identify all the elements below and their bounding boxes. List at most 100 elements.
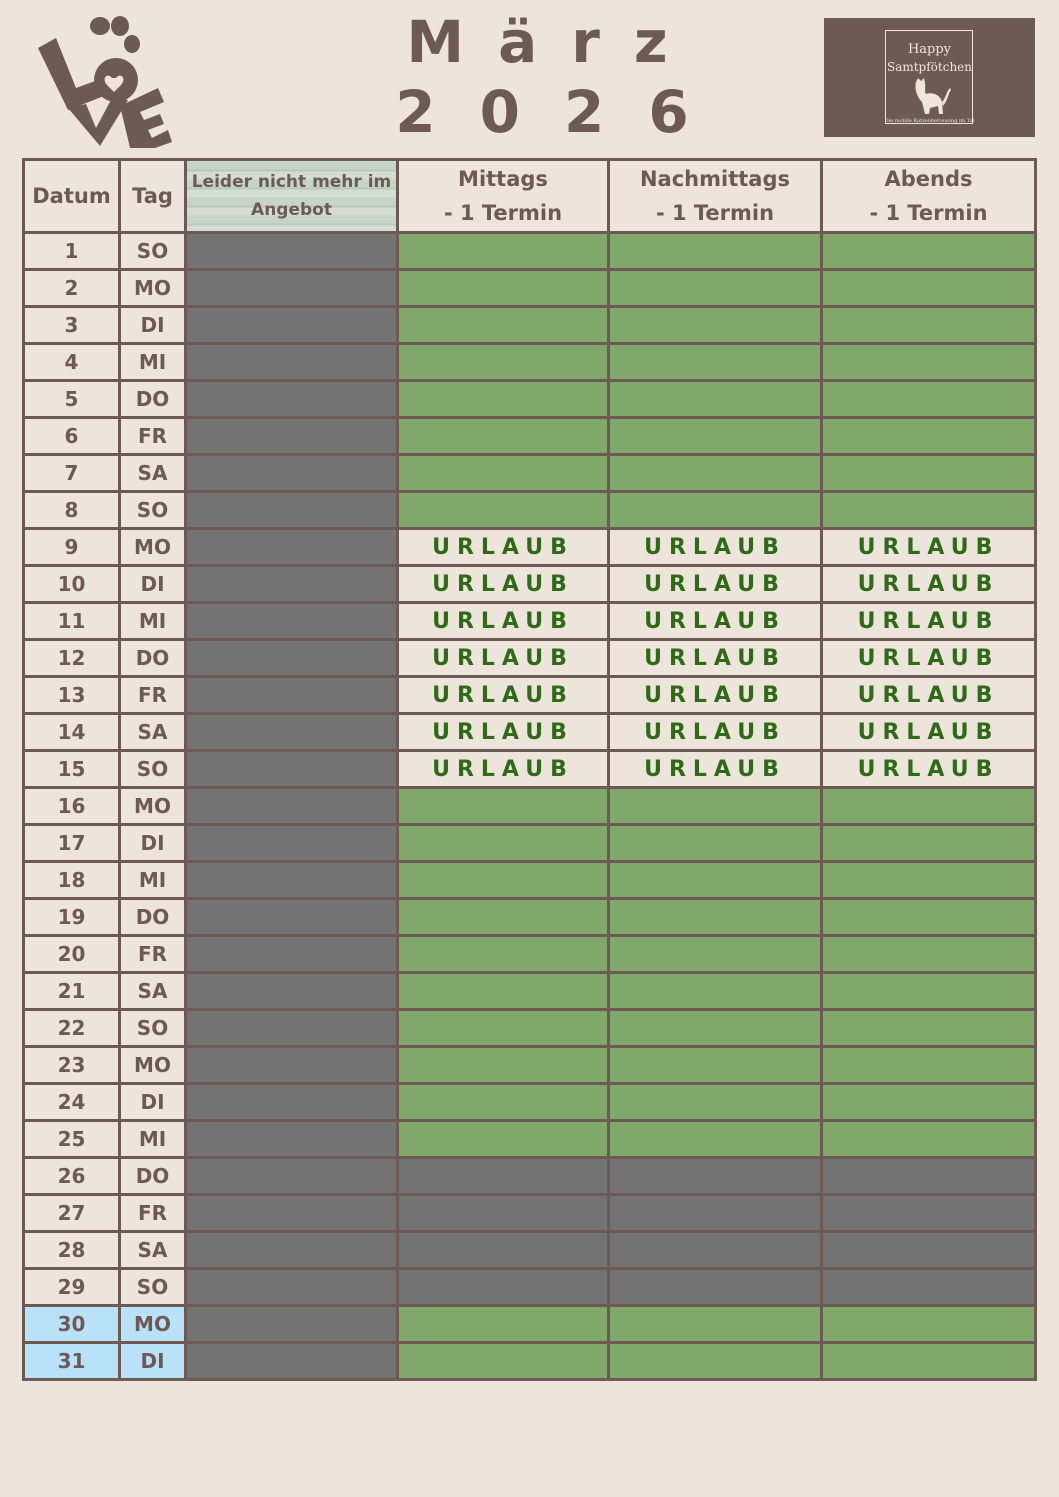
discontinued-cell [184,268,399,308]
day-cell: DO [118,638,187,678]
midday-slot-available [396,231,610,271]
afternoon-slot-available [607,971,823,1011]
table-row: 28 SA [22,1230,1037,1270]
midday-slot-available [396,1341,610,1381]
date-cell: 15 [22,749,121,789]
midday-slot-available [396,1304,610,1344]
midday-slot-available [396,860,610,900]
discontinued-cell [184,1193,399,1233]
date-cell: 20 [22,934,121,974]
day-cell: SO [118,490,187,530]
midday-slot-vacation: URLAUB [396,601,610,641]
midday-slot-available [396,305,610,345]
day-cell: DO [118,379,187,419]
date-cell: 19 [22,897,121,937]
table-row: 7 SA [22,453,1037,493]
evening-slot-vacation: URLAUB [820,749,1037,789]
table-row: 29 SO [22,1267,1037,1307]
day-cell: MO [118,268,187,308]
evening-slot-available [820,1304,1037,1344]
afternoon-slot-available [607,416,823,456]
discontinued-cell [184,379,399,419]
header-midday: Mittags - 1 Termin [396,158,610,234]
day-cell: MO [118,1045,187,1085]
header-row: Datum Tag Leider nicht mehr im Angebot M… [22,158,1037,234]
midday-slot-unavailable [396,1267,610,1307]
evening-slot-available [820,342,1037,382]
midday-slot-available [396,490,610,530]
afternoon-slot-unavailable [607,1230,823,1270]
table-row: 8 SO [22,490,1037,530]
table-row: 24 DI [22,1082,1037,1122]
afternoon-slot-vacation: URLAUB [607,749,823,789]
table-row: 30 MO [22,1304,1037,1344]
table-row: 27 FR [22,1193,1037,1233]
table-row: 25 MI [22,1119,1037,1159]
discontinued-cell [184,638,399,678]
discontinued-cell [184,1341,399,1381]
table-row: 9 MO URLAUB URLAUB URLAUB [22,527,1037,567]
header-evening-sub: - 1 Termin [869,201,988,225]
afternoon-slot-available [607,1341,823,1381]
discontinued-cell [184,416,399,456]
day-cell: DI [118,305,187,345]
afternoon-slot-unavailable [607,1267,823,1307]
date-cell: 24 [22,1082,121,1122]
table-row: 5 DO [22,379,1037,419]
midday-slot-vacation: URLAUB [396,675,610,715]
day-cell: MI [118,860,187,900]
day-cell: DI [118,823,187,863]
evening-slot-available [820,934,1037,974]
table-row: 4 MI [22,342,1037,382]
afternoon-slot-available [607,1045,823,1085]
header-afternoon: Nachmittags - 1 Termin [607,158,823,234]
date-cell: 11 [22,601,121,641]
table-row: 12 DO URLAUB URLAUB URLAUB [22,638,1037,678]
schedule-table: Datum Tag Leider nicht mehr im Angebot M… [22,158,1037,1381]
discontinued-cell [184,1082,399,1122]
date-cell: 2 [22,268,121,308]
table-row: 6 FR [22,416,1037,456]
day-cell: DO [118,897,187,937]
date-cell: 5 [22,379,121,419]
day-cell: FR [118,675,187,715]
afternoon-slot-available [607,231,823,271]
date-cell: 25 [22,1119,121,1159]
evening-slot-vacation: URLAUB [820,601,1037,641]
afternoon-slot-available [607,897,823,937]
midday-slot-available [396,1119,610,1159]
afternoon-slot-vacation: URLAUB [607,601,823,641]
discontinued-cell [184,860,399,900]
evening-slot-available [820,379,1037,419]
header-evening-label: Abends [884,167,973,191]
date-cell: 28 [22,1230,121,1270]
afternoon-slot-available [607,1304,823,1344]
table-row: 19 DO [22,897,1037,937]
discontinued-cell [184,564,399,604]
discontinued-cell [184,342,399,382]
discontinued-cell [184,934,399,974]
discontinued-cell [184,527,399,567]
date-cell: 14 [22,712,121,752]
discontinued-cell [184,675,399,715]
afternoon-slot-available [607,823,823,863]
date-cell: 10 [22,564,121,604]
date-cell: 1 [22,231,121,271]
table-row: 1 SO [22,231,1037,271]
midday-slot-vacation: URLAUB [396,712,610,752]
evening-slot-available [820,231,1037,271]
midday-slot-vacation: URLAUB [396,564,610,604]
midday-slot-vacation: URLAUB [396,527,610,567]
table-row: 20 FR [22,934,1037,974]
midday-slot-vacation: URLAUB [396,749,610,789]
day-cell: SO [118,749,187,789]
day-cell: DO [118,1156,187,1196]
day-cell: MO [118,1304,187,1344]
midday-slot-available [396,971,610,1011]
discontinued-cell [184,453,399,493]
evening-slot-available [820,305,1037,345]
day-cell: MI [118,342,187,382]
discontinued-cell [184,1008,399,1048]
afternoon-slot-available [607,1082,823,1122]
afternoon-slot-available [607,934,823,974]
